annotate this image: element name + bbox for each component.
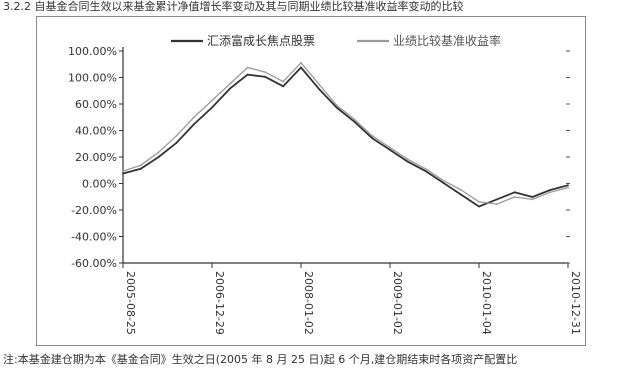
data-point-benchmark — [157, 151, 160, 154]
data-point-benchmark — [389, 146, 391, 149]
data-point-benchmark — [122, 170, 124, 173]
data-point-fund — [139, 167, 142, 170]
data-point-fund — [442, 182, 445, 184]
legend-label-fund: 汇添富成长焦点股票 — [207, 33, 315, 48]
data-point-fund — [549, 189, 552, 191]
data-point-fund — [478, 205, 480, 208]
y-tick-label: 0.00% — [82, 178, 117, 191]
data-point-benchmark — [442, 179, 445, 182]
chart-series — [122, 61, 569, 208]
chart-frame: 汇添富成长焦点股票 业绩比较基准收益率 100.00% 100.00% 60.00%… — [36, 16, 586, 346]
data-point-fund — [513, 191, 516, 194]
legend-label-benchmark: 业绩比较基准收益率 — [393, 33, 501, 48]
data-point-benchmark — [531, 198, 534, 201]
data-point-benchmark — [300, 61, 302, 64]
x-tick-label: 2010-01-04 — [480, 271, 493, 335]
data-point-fund — [175, 142, 178, 144]
y-tick-label: -20.00% — [71, 204, 117, 217]
data-point-benchmark — [228, 83, 231, 85]
data-point-benchmark — [478, 200, 480, 203]
data-point-fund — [157, 156, 160, 158]
data-point-benchmark — [353, 118, 356, 121]
y-tick-label: 100.00% — [68, 72, 117, 85]
chart-svg: 汇添富成长焦点股票 业绩比较基准收益率 100.00% 100.00% 60.00%… — [68, 33, 582, 335]
y-tick-label: 20.00% — [75, 151, 117, 164]
series-line-fund — [122, 66, 569, 208]
data-point-fund — [282, 85, 285, 88]
data-point-benchmark — [513, 196, 516, 198]
data-point-benchmark — [371, 134, 374, 137]
data-point-fund — [264, 76, 267, 78]
data-point-fund — [193, 123, 196, 125]
section-heading: 3.2.2 自基金合同生效以来基金累计净值增长率变动及其与同期业绩比较基准收益率… — [3, 0, 464, 13]
y-tick-label: 60.00% — [75, 98, 117, 111]
data-point-benchmark — [567, 186, 569, 189]
y-tick-label: -60.00% — [71, 257, 117, 270]
data-point-benchmark — [211, 99, 213, 102]
data-point-fund — [567, 184, 569, 187]
data-point-fund — [495, 198, 498, 201]
chart-axes: 100.00% 100.00% 60.00% 40.00% 20.00% 0.00% -20… — [68, 45, 582, 335]
footnote: 注:本基金建仓期为本《基金合同》生效之日(2005 年 8 月 25 日)起 6… — [3, 353, 518, 366]
data-point-fund — [246, 73, 249, 76]
data-point-fund — [228, 87, 231, 90]
data-point-benchmark — [264, 71, 267, 74]
data-point-benchmark — [335, 104, 338, 107]
data-point-fund — [211, 106, 213, 109]
data-point-benchmark — [282, 80, 285, 83]
data-point-fund — [317, 87, 320, 90]
y-tick-label: 100.00% — [68, 45, 117, 58]
data-point-fund — [371, 137, 374, 140]
data-point-fund — [424, 170, 427, 173]
series-line-benchmark — [122, 62, 569, 205]
data-point-benchmark — [317, 83, 320, 85]
y-tick-label: -40.00% — [71, 231, 117, 244]
data-point-fund — [335, 106, 338, 109]
data-point-benchmark — [460, 189, 463, 191]
data-point-fund — [531, 196, 534, 198]
data-point-benchmark — [424, 167, 427, 170]
x-tick-label: 2006-12-29 — [213, 271, 226, 335]
data-point-fund — [353, 120, 356, 123]
data-point-fund — [300, 66, 302, 69]
x-tick-label: 2008-01-02 — [302, 271, 315, 335]
data-point-benchmark — [495, 203, 498, 206]
x-tick-label: 2010-12-31 — [569, 271, 582, 335]
data-point-fund — [460, 193, 463, 196]
data-point-fund — [406, 160, 409, 163]
data-point-benchmark — [175, 134, 178, 137]
y-tick-label: 40.00% — [75, 125, 117, 138]
data-point-benchmark — [549, 191, 552, 194]
data-point-fund — [389, 149, 391, 151]
x-tick-label: 2009-01-02 — [391, 271, 404, 335]
data-point-benchmark — [193, 116, 196, 118]
chart-legend: 汇添富成长焦点股票 业绩比较基准收益率 — [171, 33, 501, 48]
data-point-benchmark — [139, 164, 142, 167]
x-tick-label: 2005-08-25 — [124, 271, 137, 335]
data-point-fund — [122, 172, 124, 175]
data-point-benchmark — [406, 158, 409, 161]
data-point-benchmark — [246, 66, 249, 69]
